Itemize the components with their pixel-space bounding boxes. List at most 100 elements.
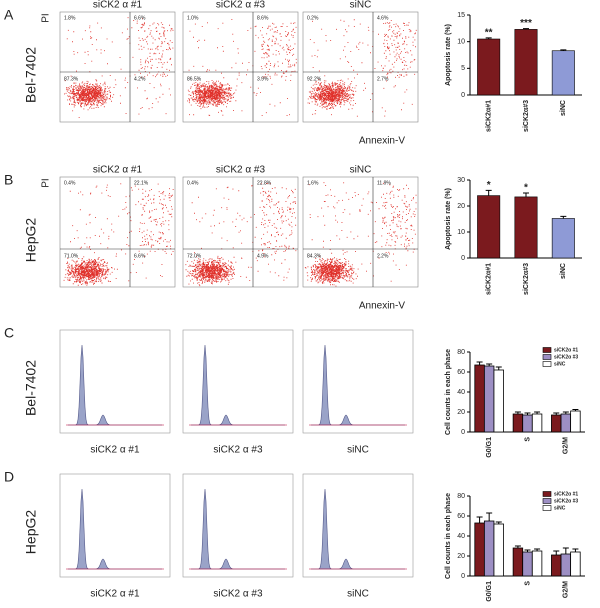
quadrant-value: 6.6% — [134, 253, 146, 259]
error-bar — [495, 521, 502, 524]
y-tick-label: 10 — [457, 229, 465, 236]
dot-cloud — [307, 19, 417, 117]
error-bar — [560, 215, 567, 219]
quadrant-value: 0.2% — [307, 15, 319, 21]
bar — [560, 413, 572, 433]
plot-frame — [59, 176, 176, 288]
y-tick-label: 15 — [457, 12, 465, 19]
bar — [512, 413, 524, 433]
bar — [477, 195, 501, 259]
plot-frame — [302, 11, 419, 123]
plot-title: siNC — [347, 445, 369, 456]
plot-title: siCK2 α #1 — [93, 0, 143, 11]
bar — [570, 551, 581, 577]
bar — [483, 520, 495, 577]
y-tick-label: 60 — [457, 369, 465, 376]
error-bar — [476, 516, 483, 523]
bar — [531, 550, 543, 577]
quadrant-value: 22.1% — [134, 180, 149, 186]
row-label: Bel-7402 — [23, 47, 39, 103]
plot-frame — [59, 329, 171, 434]
plot-frame — [302, 473, 414, 578]
error-bar — [553, 412, 560, 415]
quadrant-value: 4.2% — [134, 76, 146, 82]
significance: ** — [485, 28, 493, 39]
y-axis-label: Cell counts in each phase — [445, 349, 452, 435]
plot-frame — [59, 11, 176, 123]
error-bar — [524, 549, 531, 552]
y-tick-label: 20 — [457, 409, 465, 416]
y-tick-label: 0 — [461, 92, 465, 99]
quadrant-value: 87.3% — [64, 76, 79, 82]
error-bar — [514, 545, 521, 548]
plot-title: siNC — [350, 0, 372, 11]
dot-cloud — [304, 182, 417, 287]
bar — [483, 365, 495, 433]
plot-title: siCK2 α #3 — [216, 0, 266, 11]
legend-swatch — [542, 354, 552, 360]
error-bar — [514, 411, 521, 414]
y-axis-label: Cell counts in each phase — [445, 493, 452, 579]
x-tick-label: siCK2α#1 — [486, 263, 493, 295]
error-bar — [534, 548, 541, 551]
y-tick-label: 30 — [457, 177, 465, 184]
bar — [474, 522, 485, 577]
panel-letter: B — [4, 172, 13, 188]
dot-cloud — [63, 183, 174, 286]
bar — [514, 29, 538, 96]
y-tick-label: 80 — [457, 493, 465, 500]
plot-frame — [302, 329, 414, 434]
dot-cloud — [185, 183, 297, 287]
y-tick-label: 0 — [461, 429, 465, 436]
y-tick-label: 10 — [457, 39, 465, 46]
bar — [531, 413, 543, 433]
plot-frame — [182, 329, 294, 434]
y-axis-label: PI — [41, 178, 52, 187]
bar — [551, 218, 575, 259]
plot-frame — [59, 473, 171, 578]
x-tick-label: G0/G1 — [486, 581, 493, 602]
x-tick-label: G0/G1 — [486, 437, 493, 458]
legend-swatch — [542, 347, 552, 353]
error-bar — [523, 192, 529, 197]
dot-cloud — [64, 17, 174, 118]
error-bar — [476, 361, 483, 365]
plot-title: siNC — [350, 165, 372, 176]
y-tick-label: 40 — [457, 533, 465, 540]
bar — [551, 554, 562, 577]
plot-title: siCK2 α #1 — [93, 165, 143, 176]
quadrant-value: 92.2% — [307, 76, 322, 82]
legend-swatch — [542, 491, 552, 497]
y-tick-label: 60 — [457, 513, 465, 520]
bar — [512, 547, 524, 577]
quadrant-value: 3.9% — [257, 76, 269, 82]
y-tick-label: 20 — [457, 203, 465, 210]
x-tick-label: siNC — [560, 263, 567, 279]
y-tick-label: 0 — [461, 573, 465, 580]
error-bar — [485, 37, 492, 39]
y-axis-label: PI — [41, 13, 52, 22]
quadrant-value: 11.9% — [377, 180, 391, 186]
quadrant-value: 86.5% — [187, 76, 202, 82]
row-label: HepG2 — [23, 218, 39, 263]
bar — [477, 38, 501, 96]
bar — [493, 523, 504, 577]
quadrant-value: 71.0% — [64, 253, 79, 259]
panel-letter: C — [4, 325, 14, 341]
quadrant-value: 6.6% — [134, 15, 146, 21]
quadrant-value: 1.8% — [64, 15, 76, 21]
plot-title: siCK2 α #1 — [90, 445, 140, 456]
error-bar — [553, 550, 560, 555]
bar — [570, 410, 581, 433]
x-tick-label: S — [524, 581, 531, 586]
x-tick-label: siCK2α#3 — [523, 100, 530, 132]
error-bar — [495, 366, 502, 370]
error-bar — [562, 411, 569, 414]
quadrant-value: 84.3% — [307, 253, 322, 259]
y-tick-label: 80 — [457, 349, 465, 356]
error-bar — [523, 28, 529, 30]
row-label: HepG2 — [23, 510, 39, 555]
plot-title: siCK2 α #3 — [213, 445, 263, 456]
row-label: Bel-7402 — [23, 360, 39, 416]
